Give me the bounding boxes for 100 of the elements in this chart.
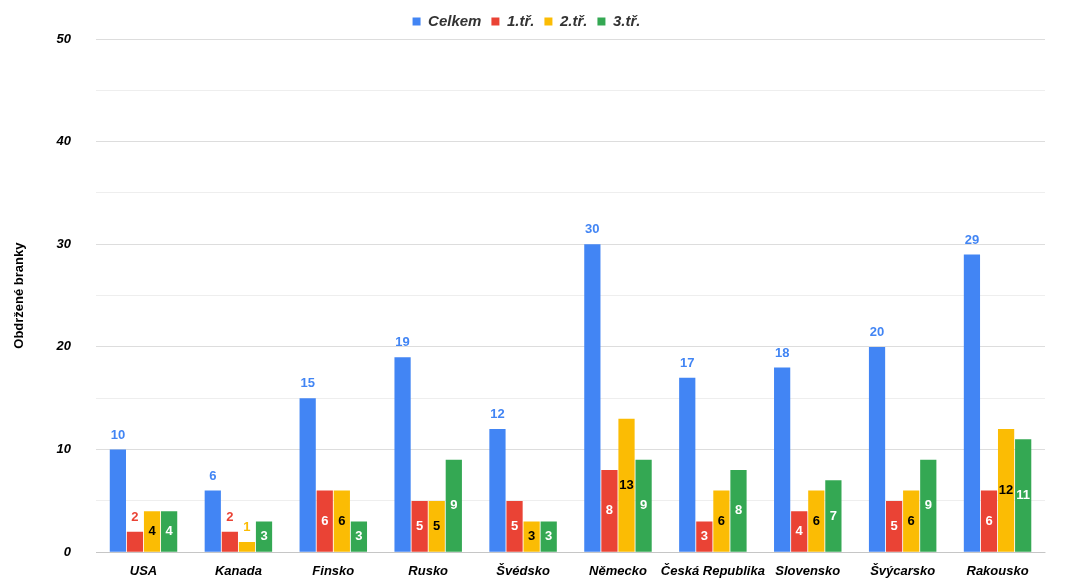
bar xyxy=(255,521,273,552)
legend-label: Celkem xyxy=(428,11,482,29)
y-tick-label: 0 xyxy=(63,543,72,559)
x-tick-label: Česká Republika xyxy=(660,562,765,578)
x-tick-label: Rakousko xyxy=(966,562,1029,578)
data-label: 6 xyxy=(985,512,993,528)
bar xyxy=(903,490,920,552)
legend-label: 3.tř. xyxy=(612,11,641,29)
bar xyxy=(445,459,462,552)
x-tick-label: Švédsko xyxy=(496,562,550,578)
x-tick-label: Švýcarsko xyxy=(870,562,936,578)
data-label: 5 xyxy=(416,517,424,533)
bar xyxy=(350,521,368,552)
data-label: 9 xyxy=(639,497,648,513)
y-tick-label: 30 xyxy=(56,235,72,251)
data-label: 6 xyxy=(338,512,346,528)
data-label: 18 xyxy=(774,344,790,360)
x-tick-label: Kanada xyxy=(214,562,262,578)
bar xyxy=(523,521,540,552)
data-label: 6 xyxy=(812,512,820,528)
data-label: 6 xyxy=(209,467,217,483)
data-label: 3 xyxy=(260,528,268,544)
bar xyxy=(540,521,557,552)
x-tick-label: Rusko xyxy=(408,562,449,578)
bar xyxy=(997,429,1015,552)
data-label: 3 xyxy=(700,528,708,544)
data-label: 5 xyxy=(510,517,519,533)
bar xyxy=(825,480,842,552)
data-label: 5 xyxy=(890,517,898,533)
bar xyxy=(886,500,903,552)
data-label: 29 xyxy=(964,231,980,247)
data-label: 8 xyxy=(605,502,614,518)
x-tick-label: Německo xyxy=(589,562,647,578)
legend-label: 1.tř. xyxy=(506,11,535,29)
bar xyxy=(299,398,316,552)
bar xyxy=(489,429,506,552)
bar xyxy=(394,357,411,552)
data-label: 4 xyxy=(795,523,804,538)
bar xyxy=(679,377,696,552)
bar xyxy=(791,511,808,552)
bar xyxy=(238,541,256,552)
bar xyxy=(774,367,791,552)
data-label: 11 xyxy=(1016,487,1031,503)
data-label: 6 xyxy=(907,512,915,528)
bar xyxy=(618,418,635,552)
data-label: 9 xyxy=(924,497,932,513)
data-label: 8 xyxy=(734,502,743,518)
data-label: 10 xyxy=(110,426,126,442)
data-label: 13 xyxy=(619,476,634,492)
x-tick-label: Finsko xyxy=(312,562,355,578)
bar xyxy=(428,500,445,552)
bar xyxy=(601,470,618,552)
data-label: 5 xyxy=(433,517,441,533)
data-label: 6 xyxy=(717,512,726,528)
bar xyxy=(109,449,126,552)
data-label: 4 xyxy=(165,523,174,538)
bar xyxy=(635,459,652,552)
data-label: 20 xyxy=(869,324,885,339)
data-label: 3 xyxy=(528,528,536,544)
bar xyxy=(161,511,178,552)
y-tick-label: 50 xyxy=(56,30,72,46)
bar xyxy=(868,346,886,552)
bar xyxy=(333,490,350,552)
bar xyxy=(411,500,428,552)
y-tick-label: 40 xyxy=(55,133,72,149)
data-label: 9 xyxy=(450,497,458,513)
bar xyxy=(143,511,161,552)
data-label: 2 xyxy=(226,508,234,524)
bar xyxy=(713,490,730,552)
bar xyxy=(696,521,713,552)
data-label: 15 xyxy=(300,375,315,391)
data-label: 1 xyxy=(243,519,251,535)
bar xyxy=(808,490,825,552)
bar xyxy=(584,244,601,552)
data-label: 17 xyxy=(680,354,695,370)
data-label: 12 xyxy=(490,406,505,422)
y-axis-title: Obdržené branky xyxy=(11,241,27,349)
bar xyxy=(316,490,333,552)
data-label: 3 xyxy=(355,528,363,544)
data-label: 4 xyxy=(148,523,157,538)
bar xyxy=(506,500,523,552)
data-label: 30 xyxy=(585,221,600,237)
x-tick-label: USA xyxy=(129,562,158,578)
legend-label: 2.tř. xyxy=(558,11,588,29)
data-label: 3 xyxy=(545,528,553,544)
bar xyxy=(221,531,238,552)
bar xyxy=(204,490,221,552)
y-tick-label: 10 xyxy=(56,441,72,457)
data-label: 19 xyxy=(395,334,410,350)
data-label: 7 xyxy=(829,507,837,523)
bar xyxy=(963,254,981,552)
data-label: 6 xyxy=(321,512,329,528)
y-tick-label: 20 xyxy=(55,338,72,354)
bar xyxy=(126,531,144,552)
bar xyxy=(980,490,998,552)
bar xyxy=(1015,439,1032,552)
bar xyxy=(730,470,747,552)
bar xyxy=(920,459,937,552)
data-label: 12 xyxy=(998,481,1014,497)
data-label: 2 xyxy=(131,508,139,524)
